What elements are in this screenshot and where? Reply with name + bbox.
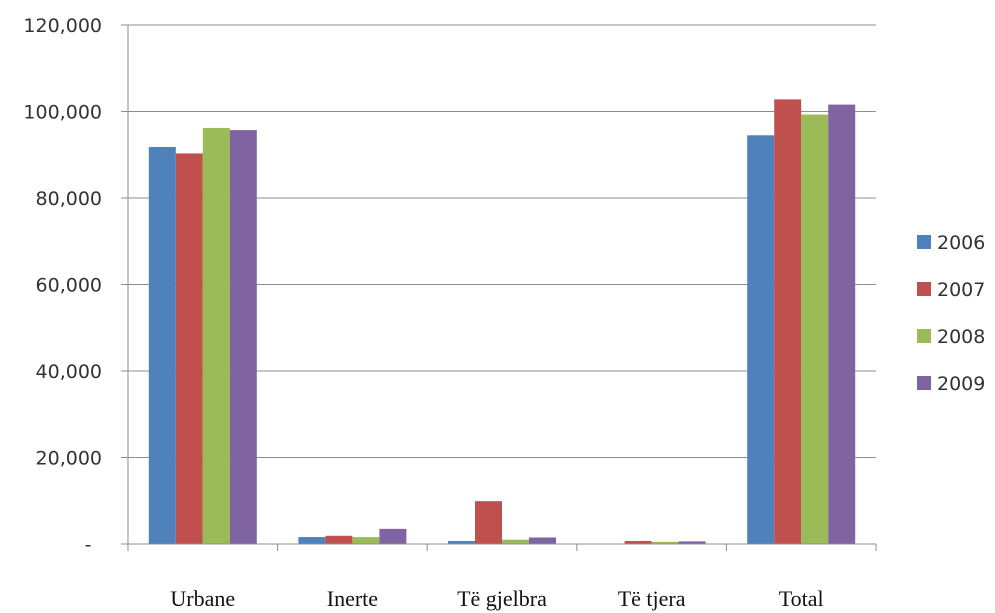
legend-label-2008: 2008	[937, 326, 985, 348]
x-category-label: Urbane	[170, 586, 235, 611]
bar-2007	[774, 99, 802, 544]
bar-2006	[298, 537, 326, 544]
legend-swatch-2009	[917, 376, 931, 390]
bar-2009	[229, 130, 257, 544]
bar-2006	[448, 540, 475, 544]
bars	[148, 99, 856, 544]
bar-2008	[801, 114, 829, 544]
bar-2008	[502, 539, 529, 544]
bar-2009	[678, 541, 706, 544]
y-tick-label: 60,000	[36, 275, 102, 297]
y-tick-label: 40,000	[36, 361, 102, 383]
bar-2009	[529, 537, 556, 544]
y-tick-label: 80,000	[36, 188, 102, 210]
bar-2009	[379, 528, 407, 544]
legend-swatch-2007	[917, 282, 931, 296]
legend: 2006 2007 2008 2009	[917, 232, 985, 395]
y-tick-label: 120,000	[23, 15, 102, 37]
bar-2007	[624, 540, 652, 544]
x-category-label: Të gjelbra	[457, 586, 547, 611]
legend-label-2006: 2006	[937, 232, 985, 254]
x-category-label: Të tjera	[618, 586, 686, 611]
legend-swatch-2006	[917, 235, 931, 249]
legend-swatch-2008	[917, 329, 931, 343]
y-tick-label: 100,000	[23, 102, 102, 124]
legend-label-2009: 2009	[937, 373, 985, 395]
bar-2009	[828, 104, 856, 544]
x-category-label: Inerte	[327, 586, 378, 611]
bar-2008	[651, 541, 679, 544]
x-axis-category-labels: Urbane Inerte Të gjelbra Të tjera Total	[170, 586, 823, 611]
y-axis-tick-labels: - 20,000 40,000 60,000 80,000 100,000 120,000	[23, 15, 102, 556]
bar-2008	[352, 537, 380, 544]
x-category-label: Total	[779, 586, 824, 611]
axes	[121, 24, 877, 551]
legend-label-2007: 2007	[937, 279, 985, 301]
bar-2007	[175, 153, 203, 544]
bar-2006	[747, 135, 775, 544]
bar-2006	[148, 146, 176, 544]
y-tick-label: 20,000	[36, 448, 102, 470]
bar-2007	[325, 535, 353, 544]
bar-2007	[475, 501, 502, 544]
bar-2008	[202, 127, 230, 544]
y-tick-label: -	[85, 534, 92, 556]
